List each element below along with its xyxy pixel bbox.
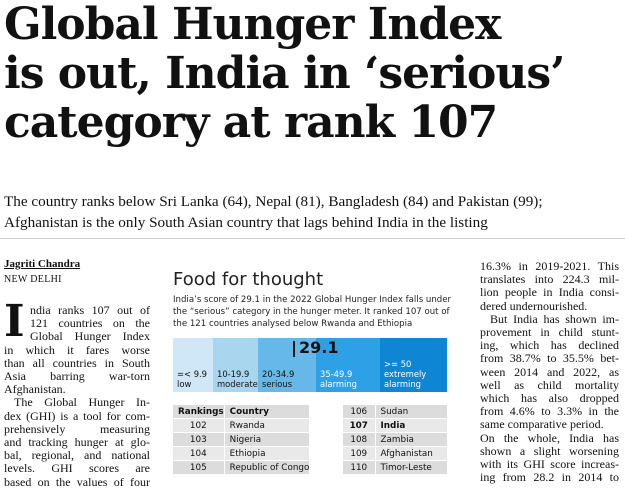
text-line: bal, regional, and national [4,448,150,463]
hunger-meter-low: =< 9.9 low [173,338,213,392]
rank-cell: 106 [343,405,376,419]
headline-line-1: Global Hunger Index [4,0,501,50]
text-line: from 38.7% to 35.5% bet- [480,351,619,366]
country-cell: Nigeria [224,432,310,447]
rankings-table-left: Rankings Country 102 Rwanda 103 Nigeria … [173,405,310,475]
rank-cell: 107 [343,418,376,433]
rank-cell: 109 [343,446,376,461]
meter-label: extremely alarming [384,369,427,389]
text-line: ing, which has declined [480,338,619,353]
text-line: dered undernourished. [480,298,588,313]
text-line: Afghanistan. [4,382,66,397]
text-line: based on the values of four [4,474,150,489]
table-row-highlighted: 107 India [343,418,447,433]
text-line: The Global Hunger In- [14,395,150,410]
infographic-title: Food for thought [173,269,324,290]
score-marker [293,341,295,357]
text-line: same comparative period. [480,417,604,432]
text-line: levels. GHI scores are [4,461,150,476]
text-line: than all countries in South [4,355,150,370]
country-cell: Ethiopia [224,446,310,461]
text-line: On the whole, India has [480,430,619,445]
country-cell: Republic of Congo [224,460,310,475]
rank-cell: 105 [173,460,225,475]
drop-cap: I [4,296,25,347]
hunger-meter-moderate: 10-19.9 moderate [213,338,258,392]
text-line: and tracking hunger at glo- [4,435,150,450]
meter-label: moderate [217,379,258,389]
infographic-box: Food for thought India’s score of 29.1 i… [164,264,452,499]
meter-range: >= 50 [384,359,412,369]
subheadline: The country ranks below Sri Lanka (64), … [4,191,620,233]
country-cell: India [375,418,447,433]
meter-range: 35-49.9 [320,369,353,379]
rank-cell: 102 [173,418,225,433]
table-row: 106 Sudan [343,405,447,419]
column-header-country: Country [224,405,310,419]
meter-range: =< 9.9 [177,369,208,379]
text-line: Asia barring war-torn [4,369,150,384]
meter-range: 10-19.9 [217,369,250,379]
text-line: provement in child stunt- [480,325,619,340]
meter-label: low [177,379,192,389]
text-line: with its GHI score increas- [480,457,619,472]
rankings-table-right: 106 Sudan 107 India 108 Zambia 109 Afgha… [343,405,447,475]
text-line: Global Hunger Index [30,329,150,344]
text-line: lion people in India consi- [480,285,619,300]
country-cell: Timor-Leste [375,460,447,475]
text-line: 121 countries on the [30,316,150,331]
table-row: 110 Timor-Leste [343,460,447,475]
country-cell: Afghanistan [375,446,447,461]
table-row: 103 Nigeria [173,432,310,447]
column-header-rankings: Rankings [173,405,225,419]
rank-cell: 103 [173,432,225,447]
dateline: NEW DELHI [4,274,62,285]
infographic-description: India’s score of 29.1 in the 2022 Global… [173,294,452,330]
text-line: prehensively measuring [4,421,150,436]
hunger-meter-alarming: 35-49.9 alarming [316,338,380,392]
country-cell: Sudan [375,405,447,419]
table-row: 105 Republic of Congo [173,460,310,475]
india-score: 29.1 [299,338,339,357]
country-cell: Rwanda [224,418,310,433]
text-line: translates into 224.3 mil- [480,272,619,287]
meter-label: alarming [320,379,357,389]
text-line: 16.3% in 2019-2021. This [480,259,619,273]
subheadline-line-1: The country ranks below Sri Lanka (64), … [4,193,543,210]
rank-cell: 108 [343,432,376,447]
text-line: ween 2014 and 2022, as [480,364,619,379]
country-cell: Zambia [375,432,447,447]
text-line: ing from 28.2 in 2014 to [480,470,619,485]
table-row: 109 Afghanistan [343,446,447,461]
description-line: the 121 countries analysed below Rwanda … [173,319,413,329]
hunger-meter-extremely-alarming: >= 50 extremely alarming [380,338,447,392]
hunger-meter-serious: 20-34.9 serious [258,338,316,392]
text-line: shown a slight worsening [480,443,619,458]
table-row: 102 Rwanda [173,418,310,433]
meter-range: 20-34.9 [262,369,295,379]
text-line: in which it fares worse [4,342,150,357]
subheadline-line-2: Afghanistan is the only South Asian coun… [4,214,488,231]
text-line: ndia ranks 107 out of [30,303,150,317]
meter-label: serious [262,379,293,389]
headline-line-3: category at rank 107 [4,97,498,148]
rank-cell: 110 [343,460,376,475]
divider [0,238,625,239]
description-line: the “serious” category in the hunger met… [173,307,450,317]
rank-cell: 104 [173,446,225,461]
text-line: But India has shown im- [490,311,619,326]
table-header-row: Rankings Country [173,405,310,419]
headline-line-2: is out, India in ‘serious’ [4,48,565,99]
text-line: dex (GHI) is a tool for com- [4,408,150,423]
text-line: well as child mortality [480,377,619,392]
table-row: 104 Ethiopia [173,446,310,461]
article-column-3: 16.3% in 2019-2021. This translates into… [480,259,619,485]
article-column-1: ndia ranks 107 out of 121 countries on t… [4,303,150,489]
table-row: 108 Zambia [343,432,447,447]
text-line: which has also dropped [480,391,619,406]
byline-author[interactable]: Jagriti Chandra [4,258,81,270]
text-line: from 4.6% to 3.3% in the [480,404,619,419]
description-line: India’s score of 29.1 in the 2022 Global… [173,295,452,305]
headline: Global Hunger Index is out, India in ‘se… [4,0,624,147]
